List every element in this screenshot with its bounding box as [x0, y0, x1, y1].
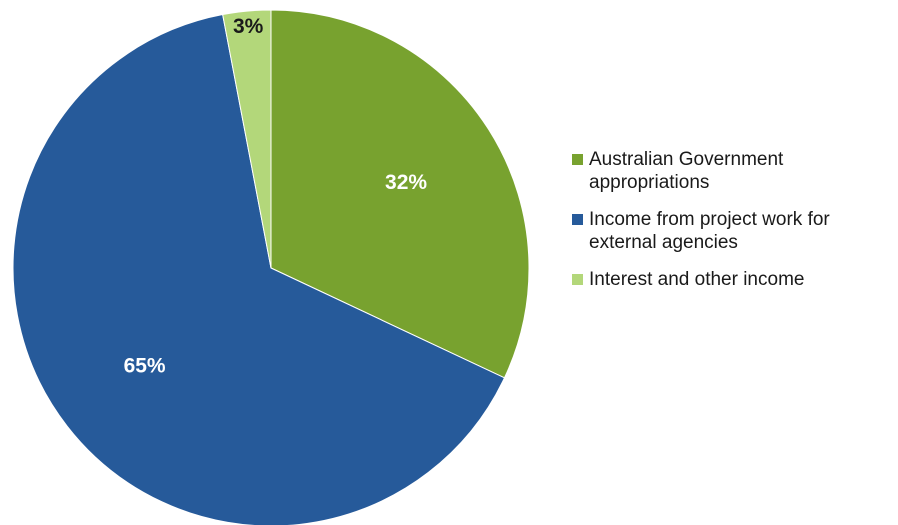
legend-item-interest: Interest and other income — [572, 268, 892, 291]
pie-plot: 32% 65% 3% — [12, 9, 530, 525]
slice-data-label: 65% — [124, 355, 166, 378]
legend-swatch — [572, 154, 583, 165]
legend: Australian Government appropriations Inc… — [572, 148, 892, 305]
legend-item-project-income: Income from project work for external ag… — [572, 208, 892, 254]
slice-data-label: 3% — [233, 15, 264, 38]
legend-swatch — [572, 274, 583, 285]
pie-slice — [222, 9, 272, 269]
legend-swatch — [572, 214, 583, 225]
legend-label: Income from project work for external ag… — [589, 209, 830, 253]
pie-slice — [12, 13, 506, 525]
legend-label: Australian Government appropriations — [589, 149, 784, 193]
legend-item-appropriations: Australian Government appropriations — [572, 148, 892, 194]
legend-label: Interest and other income — [589, 269, 805, 290]
pie-slice — [270, 9, 530, 379]
slice-data-label: 32% — [385, 171, 427, 194]
